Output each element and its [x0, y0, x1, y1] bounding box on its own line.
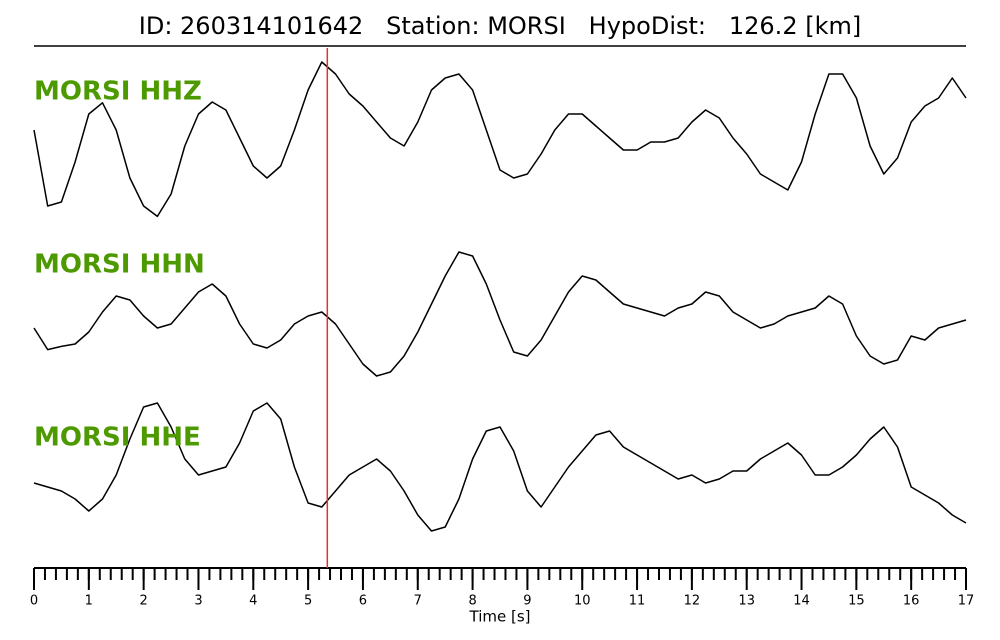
x-tick-label: 3 [194, 594, 202, 609]
x-tick-label: 10 [574, 594, 591, 609]
x-tick-label: 0 [30, 594, 38, 609]
trace-label: MORSI HHE [34, 423, 201, 453]
x-tick-label: 17 [958, 594, 975, 609]
x-tick-label: 12 [684, 594, 701, 609]
x-tick-label: 5 [304, 594, 312, 609]
x-tick-label: 4 [249, 594, 257, 609]
x-tick-label: 8 [468, 594, 476, 609]
x-tick-label: 7 [414, 594, 422, 609]
x-tick-label: 15 [848, 594, 865, 609]
x-tick-label: 2 [140, 594, 148, 609]
x-tick-label: 6 [359, 594, 367, 609]
trace [33, 61, 967, 218]
x-axis-label: Time [s] [469, 608, 531, 626]
x-tick-label: 1 [85, 594, 93, 609]
trace-label: MORSI HHZ [34, 77, 202, 107]
x-tick-label: 16 [903, 594, 920, 609]
trace [33, 402, 967, 532]
trace [33, 251, 967, 377]
x-tick-label: 9 [523, 594, 531, 609]
chart-title: ID: 260314101642 Station: MORSI HypoDist… [139, 12, 861, 40]
x-tick-label: 11 [629, 594, 646, 609]
x-tick-label: 14 [793, 594, 810, 609]
x-tick-label: 13 [738, 594, 755, 609]
trace-label: MORSI HHN [34, 250, 205, 280]
